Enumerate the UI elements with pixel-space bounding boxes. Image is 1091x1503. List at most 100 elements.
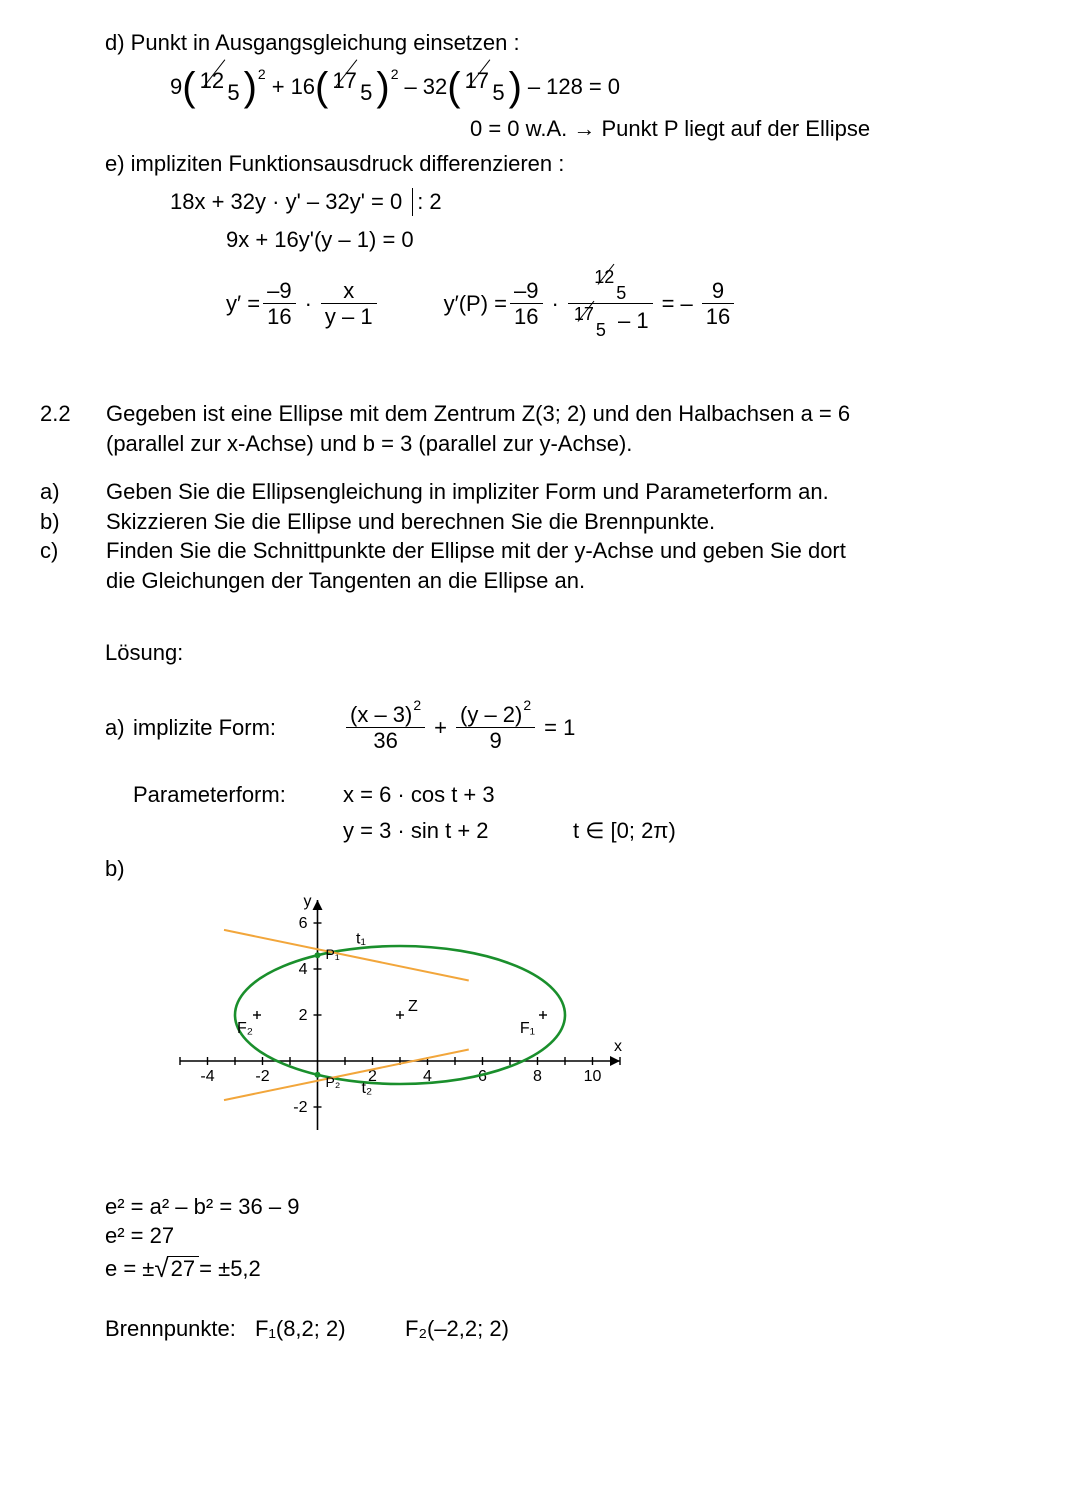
ecalc-l3: e = ± √ 27 = ±5,2	[105, 1251, 1051, 1286]
ecalc-l1: e² = a² – b² = 36 – 9	[105, 1192, 1051, 1222]
part-b: b) Skizzieren Sie die Ellipse und berech…	[40, 507, 1051, 537]
sol-a-param: Parameterform: x = 6 · cos t + 3	[40, 780, 1051, 810]
sol-b-lbl: b)	[40, 854, 1051, 884]
frac-neg9-16b: –9 16	[510, 279, 542, 328]
ecalc-l3post: = ±5,2	[199, 1254, 261, 1284]
frac-x3: (x – 3)2 36	[346, 703, 425, 752]
const128: 128	[546, 72, 583, 102]
section-2-2: 2.2 Gegeben ist eine Ellipse mit dem Zen…	[40, 399, 1051, 458]
eq-neg: = –	[662, 289, 693, 319]
svg-text:-2: -2	[255, 1068, 269, 1085]
ecalc-l2: e² = 27	[105, 1221, 1051, 1251]
part-c: c) Finden Sie die Schnittpunkte der Elli…	[40, 536, 1051, 595]
bd-tail: – 1	[618, 308, 649, 333]
txt-b: Skizzieren Sie die Ellipse und berechnen…	[102, 507, 1051, 537]
txt-a: Geben Sie die Ellipsengleichung in impli…	[102, 477, 1051, 507]
brenn-lbl: Brennpunkte:	[105, 1314, 255, 1344]
sqrt-icon: √ 27	[154, 1251, 199, 1286]
e1s: 2	[413, 697, 421, 713]
loesung-heading: Lösung:	[40, 638, 1051, 668]
svg-text:F₂: F₂	[237, 1020, 253, 1037]
op-min2: –	[528, 72, 540, 102]
graph: -4-2246810-2246yxZF₁F₂P₁P₂t₁t₂	[170, 890, 630, 1150]
op-min1: –	[405, 72, 417, 102]
sq2: 2	[391, 65, 399, 84]
paren1: ( 12 5 )	[182, 66, 257, 108]
s22-text1: Gegeben ist eine Ellipse mit dem Zentrum…	[106, 399, 1051, 429]
d-title: d) Punkt in Ausgangsgleichung einsetzen …	[105, 30, 520, 55]
coef2: 16	[291, 72, 315, 102]
part-a: a) Geben Sie die Ellipsengleichung in im…	[40, 477, 1051, 507]
e-title: e) impliziten Funktionsausdruck differen…	[105, 151, 564, 176]
e2s: 2	[523, 697, 531, 713]
svg-text:4: 4	[299, 961, 308, 978]
coef3: 32	[423, 72, 447, 102]
svg-text:10: 10	[584, 1068, 602, 1085]
dot2: ·	[552, 289, 559, 319]
d-verify: 0 = 0 w.A. → Punkt P liegt auf der Ellip…	[40, 114, 1051, 144]
label-2-2: 2.2	[40, 399, 102, 429]
sq1: 2	[258, 65, 266, 84]
svg-text:t₁: t₁	[356, 930, 366, 947]
op-plus: +	[272, 72, 285, 102]
brenn-f2: F₂(–2,2; 2)	[405, 1314, 509, 1344]
verify-text: 0 = 0 w.A. → Punkt P liegt auf der Ellip…	[470, 116, 870, 141]
frac-y2: (y – 2)2 9	[456, 703, 535, 752]
param-y: y = 3 · sin t + 2	[343, 816, 543, 846]
svg-text:P₁: P₁	[326, 946, 340, 962]
dot1: ·	[305, 289, 312, 319]
e-line2-text: 9x + 16y'(y – 1) = 0	[226, 227, 414, 252]
lbl-c: c)	[40, 536, 102, 566]
eq1: =	[589, 72, 602, 102]
d2: 9	[485, 729, 505, 752]
frac-x-y1: x y – 1	[321, 279, 377, 328]
svg-text:-2: -2	[293, 1099, 307, 1116]
rhs0: 0	[608, 72, 620, 102]
sol-a: a) implizite Form: (x – 3)2 36 + (y – 2)…	[40, 703, 1051, 752]
e-line1-text: 18x + 32y · y' – 32y' = 0	[170, 187, 402, 217]
sol-a-lbl: a)	[105, 713, 133, 743]
brennpunkte: Brennpunkte: F₁(8,2; 2) F₂(–2,2; 2)	[40, 1314, 1051, 1344]
n1: (x – 3)	[350, 702, 412, 727]
rad27: 27	[167, 1256, 199, 1281]
paren3: ( 17 5 )	[447, 66, 522, 108]
section-d-title: d) Punkt in Ausgangsgleichung einsetzen …	[40, 28, 1051, 58]
implizit-lbl: implizite Form:	[133, 713, 313, 743]
impl-eq: = 1	[544, 713, 575, 743]
yprimeP-lhs: y′(P) =	[444, 289, 507, 319]
svg-text:Z: Z	[408, 998, 418, 1015]
page: d) Punkt in Ausgangsgleichung einsetzen …	[0, 0, 1091, 1503]
svg-text:y: y	[304, 893, 312, 910]
loesung-text: Lösung:	[105, 640, 183, 665]
svg-text:t₂: t₂	[362, 1080, 373, 1097]
div2: : 2	[417, 187, 441, 217]
n2: (y – 2)	[460, 702, 522, 727]
ecalc: e² = a² – b² = 36 – 9 e² = 27 e = ± √ 27…	[40, 1192, 1051, 1286]
svg-text:F₁: F₁	[520, 1020, 535, 1037]
dfrac-17-5a: 17 5	[330, 66, 374, 108]
paren2: ( 17 5 )	[315, 66, 390, 108]
sol-a-param2: y = 3 · sin t + 2 t ∈ [0; 2π)	[40, 816, 1051, 846]
vbar-icon	[412, 188, 413, 216]
coef1: 9	[170, 72, 182, 102]
svg-text:-4: -4	[200, 1068, 214, 1085]
param-lbl: Parameterform:	[133, 780, 313, 810]
svg-text:P₂: P₂	[326, 1073, 341, 1089]
plus-impl: +	[434, 713, 447, 743]
section-e-title: e) impliziten Funktionsausdruck differen…	[40, 149, 1051, 179]
e-yprime: y′ = –9 16 · x y – 1 y′(P) = –9 16 · 12 …	[40, 268, 1051, 339]
d-equation: 9 ( 12 5 ) 2 + 16 ( 17 5 )	[40, 66, 1051, 108]
frac-big: 12 5 17 5 – 1	[568, 268, 653, 339]
frac-res: 9 16	[702, 279, 734, 328]
e-line2: 9x + 16y'(y – 1) = 0	[40, 225, 1051, 255]
svg-text:6: 6	[299, 915, 308, 932]
sol-b-text: b)	[105, 856, 125, 881]
lbl-a: a)	[40, 477, 102, 507]
brenn-f1: F₁(8,2; 2)	[255, 1314, 405, 1344]
svg-text:2: 2	[299, 1007, 308, 1024]
txt-c1: Finden Sie die Schnittpunkte der Ellipse…	[106, 536, 1051, 566]
txt-c2: die Gleichungen der Tangenten an die Ell…	[106, 566, 1051, 596]
ecalc-l3pre: e = ±	[105, 1254, 154, 1284]
dfrac-12-5: 12 5	[198, 66, 242, 108]
dfrac-17-5b: 17 5	[463, 66, 507, 108]
